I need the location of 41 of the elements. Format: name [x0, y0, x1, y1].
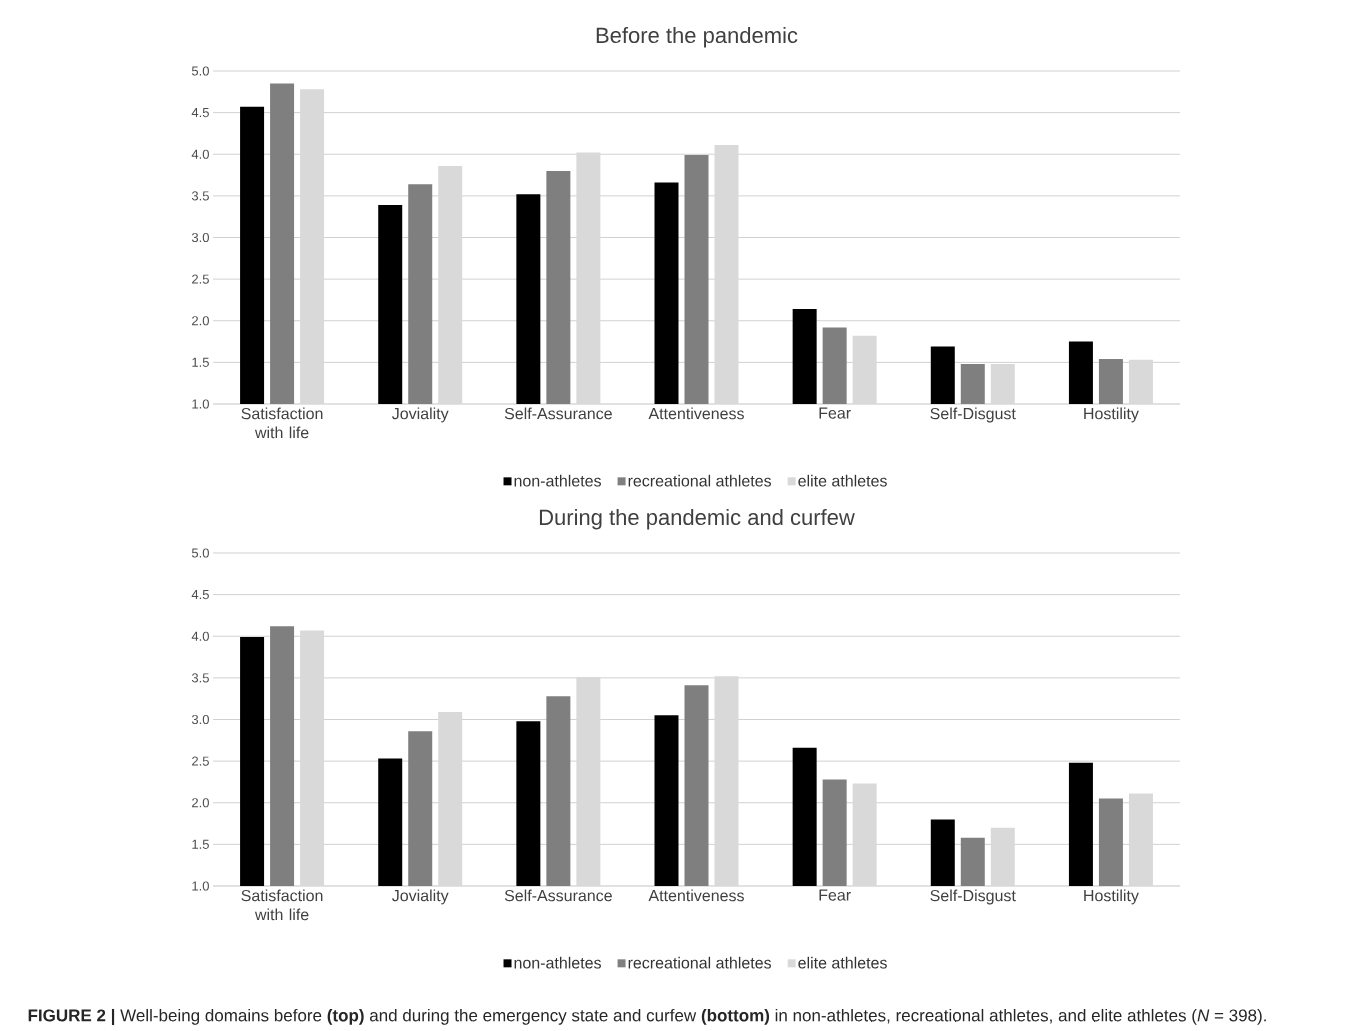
y-tick-label: 2.5: [192, 756, 209, 766]
y-tick-label: 1.0: [192, 881, 209, 891]
y-tick-label: 3.5: [191, 191, 209, 201]
x-tick-label: Satisfaction with life: [241, 889, 323, 921]
chart-title: During the pandemic and curfew: [539, 508, 855, 530]
chart-title: Before the pandemic: [596, 26, 798, 48]
y-tick-label: 3.0: [191, 714, 209, 725]
y-tick-label: 2.0: [192, 798, 209, 808]
x-tick-label: Self-Assurance: [504, 407, 612, 420]
x-tick-label: Attentiveness: [648, 889, 744, 902]
y-tick-label: 4.5: [191, 108, 209, 118]
y-tick-label: 1.5: [192, 357, 209, 367]
x-tick-label: Satisfaction with life: [241, 407, 323, 439]
y-tick-label: 4.0: [191, 631, 209, 641]
y-tick-label: 1.0: [192, 399, 209, 409]
x-tick-label: Joviality: [392, 407, 449, 423]
x-tick-label: Fear: [819, 889, 851, 901]
y-tick-label: 3.5: [191, 673, 209, 683]
x-tick-label: Self-Disgust: [930, 407, 1016, 423]
y-tick-label: 1.5: [192, 839, 209, 849]
x-tick-label: Hostility: [1084, 407, 1139, 423]
y-tick-label: 4.5: [191, 590, 209, 600]
y-tick-label: 2.5: [192, 274, 209, 284]
x-tick-label: Self-Assurance: [504, 889, 612, 902]
y-tick-label: 4.0: [191, 149, 209, 159]
y-tick-label: 5.0: [191, 548, 209, 558]
legend-label: elite athletes: [798, 956, 887, 969]
y-tick-label: 3.0: [191, 232, 209, 243]
y-tick-label: 5.0: [191, 66, 209, 76]
x-tick-label: Joviality: [392, 889, 449, 905]
text: FIGURE 2 | Well-being domains before (top) and during the emergency state and curfew (bottom) in non-athletes, recreational athletes, and elite athletes (N = 398).: [28, 1008, 1266, 1026]
y-tick-label: 2.0: [192, 316, 209, 326]
legend-label: recreational athletes: [628, 474, 772, 487]
x-tick-label: Attentiveness: [648, 407, 744, 420]
legend-label: non-athletes: [514, 474, 601, 487]
x-tick-label: Hostility: [1084, 889, 1139, 905]
legend-label: non-athletes: [514, 956, 601, 969]
legend-label: elite athletes: [798, 474, 887, 487]
x-tick-label: Fear: [819, 407, 851, 419]
x-tick-label: Self-Disgust: [930, 889, 1016, 905]
legend-label: recreational athletes: [628, 956, 772, 969]
